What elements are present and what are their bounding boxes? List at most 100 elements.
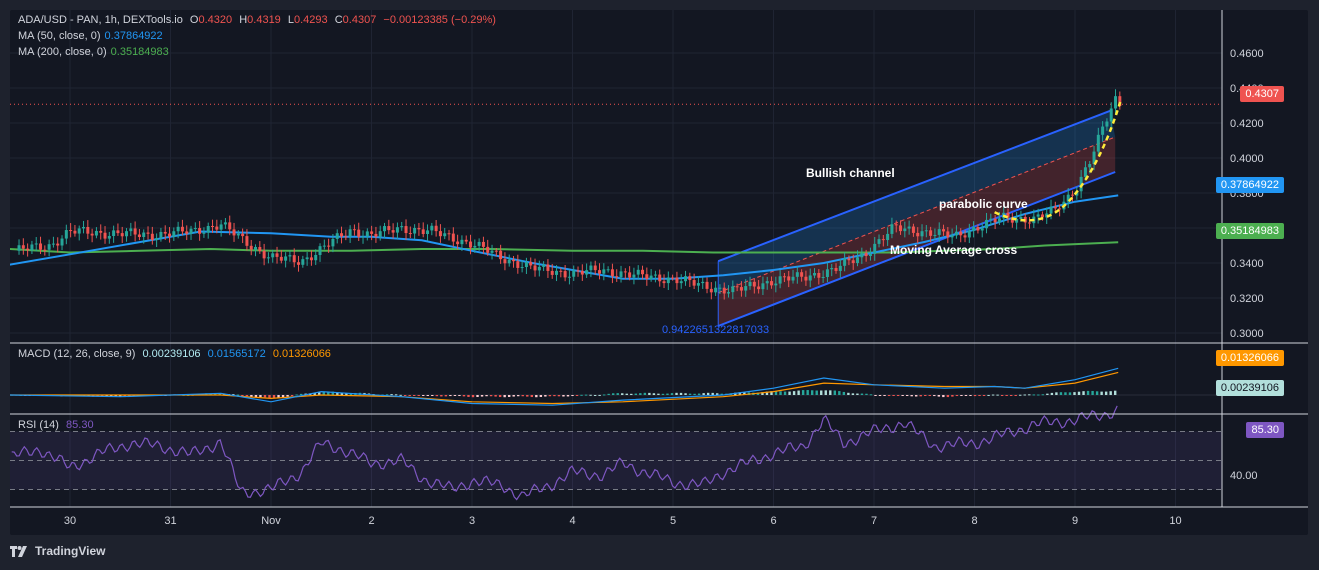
candle-body (155, 238, 159, 241)
candle-body (911, 226, 915, 233)
macd-histogram-bar (467, 395, 470, 397)
chart-svg[interactable]: Bullish channel parabolic curve Moving Ave… (10, 10, 1308, 535)
date-tick-label: Nov (261, 515, 281, 527)
candle-body (1109, 108, 1113, 122)
candle-body (593, 265, 597, 271)
high-value: 0.4319 (247, 14, 281, 26)
macd-histogram-bar (869, 394, 873, 396)
candle-body (546, 264, 550, 271)
candle-body (1088, 164, 1092, 168)
tradingview-logo[interactable]: TradingView (10, 544, 105, 558)
candle-body (1040, 214, 1044, 218)
candle-body (800, 272, 804, 277)
rsi-line (11, 405, 1118, 501)
macd-histogram-bar (1014, 395, 1017, 396)
macd-histogram-bar (987, 394, 990, 396)
annotations[interactable]: Bullish channel parabolic curve Moving Ave… (662, 101, 1122, 336)
candle-body (860, 253, 864, 258)
candle-body (103, 232, 107, 239)
macd-histogram-bar (1046, 393, 1049, 395)
candle-body (112, 230, 116, 236)
candle-body (954, 231, 958, 236)
candle-body (206, 225, 210, 233)
candle-body (426, 230, 430, 235)
candle-body (1049, 206, 1053, 214)
candle-body (937, 229, 941, 235)
macd-histogram-bar (250, 395, 253, 397)
candle-body (649, 275, 653, 280)
macd-histogram-bar (553, 395, 556, 397)
macd-histogram-bar (390, 394, 393, 396)
macd-histogram-bar (277, 395, 280, 398)
candle-body (924, 230, 928, 232)
candle-body (907, 226, 911, 229)
candle-body (443, 233, 447, 237)
macd-histogram-bar (924, 395, 927, 396)
parabolic-curve-label: parabolic curve (939, 197, 1028, 211)
rsi-pane (10, 405, 1222, 501)
macd-histogram-bar (408, 395, 411, 396)
candle-body (1036, 214, 1040, 217)
macd-histogram-bar (973, 395, 977, 397)
candle-body (1019, 216, 1023, 219)
macd-histogram-bar (471, 395, 475, 398)
brand-label: TradingView (35, 544, 106, 558)
macd-histogram-bar (887, 395, 891, 396)
candle-body (215, 226, 219, 230)
close-value: 0.4307 (342, 14, 377, 26)
ma200-price-tag: 0.35184983 (1215, 223, 1284, 239)
date-tick-label: 31 (164, 515, 176, 527)
channel-lower-line (717, 171, 1116, 327)
price-tick-label: 0.3200 (1230, 293, 1264, 305)
macd-histogram-bar (679, 392, 683, 395)
candle-body (537, 266, 541, 271)
ma50-legend: MA (50, close, 0) 0.37864922 (18, 30, 167, 42)
macd-histogram-bar (422, 395, 425, 396)
macd-legend: MACD (12, 26, close, 9) 0.00239106 0.015… (18, 348, 335, 360)
candle-body (619, 271, 623, 278)
candle-body (946, 231, 950, 238)
candle-body (413, 227, 417, 234)
candle-body (873, 243, 877, 254)
candle-body (572, 270, 576, 277)
candle-body (834, 268, 838, 271)
macd-histogram-bar (969, 395, 972, 396)
macd-histogram-bar (263, 395, 267, 398)
macd-histogram-bar (431, 395, 434, 396)
candle-body (90, 233, 94, 236)
candle-body (851, 260, 855, 264)
candle-body (1092, 151, 1096, 165)
macd-hist-value: 0.00239106 (142, 348, 201, 360)
macd-hist-tag: 0.00239106 (1215, 380, 1284, 396)
date-tick-label: 6 (770, 515, 776, 527)
macd-histogram-bar (507, 395, 511, 398)
macd-histogram-bar (119, 395, 122, 397)
date-tick-label: 7 (871, 515, 877, 527)
candle-body (438, 231, 442, 237)
candle-body (193, 228, 197, 230)
rsi-tick-label: 40.00 (1230, 470, 1258, 482)
macd-histogram-bar (661, 393, 665, 395)
macd-histogram-bar (833, 390, 837, 395)
candle-body (211, 225, 215, 227)
macd-histogram-bar (915, 395, 918, 397)
macd-histogram-bar (639, 393, 642, 395)
candle-body (653, 274, 657, 276)
candle-body (606, 269, 610, 271)
candle-body (542, 264, 546, 267)
candle-body (292, 255, 296, 263)
parabolic-curve (994, 101, 1122, 222)
candle-body (309, 257, 313, 261)
macd-histogram-bar (1114, 390, 1117, 395)
macd-histogram-bar (1091, 390, 1094, 395)
close-label: C (334, 14, 343, 26)
macd-histogram-bar (960, 395, 963, 396)
candle-body (150, 233, 154, 241)
macd-histogram-bar (114, 395, 117, 397)
macd-histogram-bar (498, 395, 502, 398)
macd-histogram-bar (625, 393, 628, 395)
macd-histogram-bar (1077, 391, 1081, 395)
bullish-channel[interactable] (717, 109, 1116, 327)
macd-histogram-bar (548, 395, 552, 397)
macd-histogram-bar (290, 395, 294, 396)
